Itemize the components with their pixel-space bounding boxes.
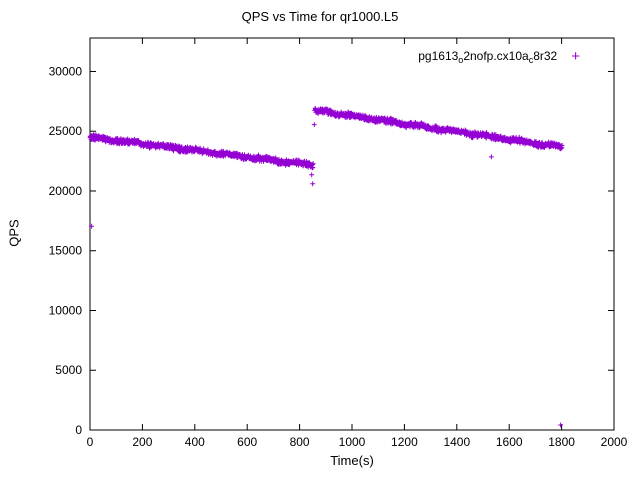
y-tick-label: 0 (75, 423, 82, 437)
scatter-points (87, 105, 565, 428)
x-tick-label: 800 (290, 435, 310, 449)
legend: pg1613o2nofp.cx10ac8r32 + (418, 49, 580, 65)
legend-series-label: pg1613o2nofp.cx10ac8r32 (418, 49, 557, 65)
x-tick-label: 2000 (601, 435, 628, 449)
legend-label-subscript: c (528, 55, 534, 65)
legend-label-subscript: o (458, 55, 464, 65)
x-tick-label: 1000 (339, 435, 366, 449)
legend-point-marker-icon: + (571, 48, 580, 65)
x-tick-label: 1400 (443, 435, 470, 449)
x-tick-label: 400 (185, 435, 205, 449)
x-tick-label: 0 (87, 435, 94, 449)
y-tick-label: 15000 (49, 244, 83, 258)
x-axis-label: Time(s) (330, 453, 374, 468)
plot-border (89, 37, 615, 431)
x-tick-label: 1800 (548, 435, 575, 449)
y-tick-label: 20000 (49, 184, 83, 198)
legend-label-text: 2nofp.cx10a (463, 49, 529, 63)
x-tick-label: 1200 (391, 435, 418, 449)
plot-title: QPS vs Time for qr1000.L5 (241, 9, 399, 24)
x-tick-label: 1600 (496, 435, 523, 449)
x-tick-label: 600 (237, 435, 257, 449)
legend-label-text: 8r32 (533, 49, 558, 63)
y-tick-label: 5000 (55, 363, 82, 377)
x-tick-label: 200 (132, 435, 152, 449)
y-tick-label: 10000 (49, 303, 83, 317)
y-tick-label: 25000 (49, 124, 83, 138)
y-tick-label: 30000 (49, 64, 83, 78)
legend-label-text: pg1613 (418, 49, 459, 63)
